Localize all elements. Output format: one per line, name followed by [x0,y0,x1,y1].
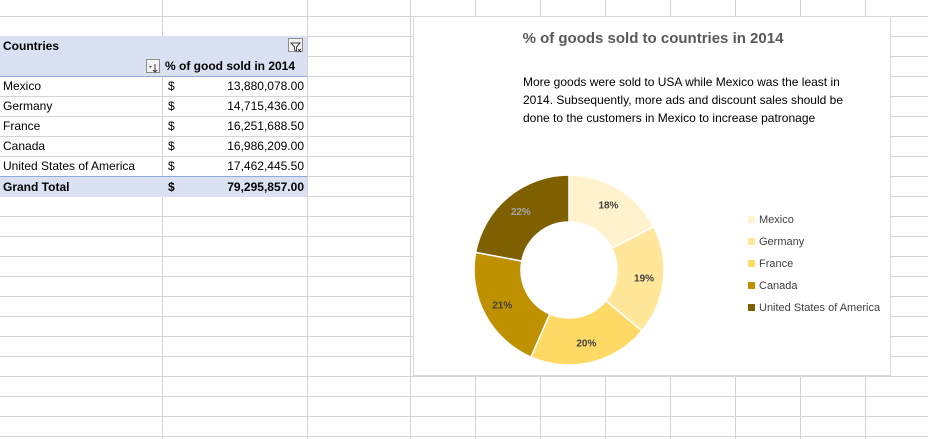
legend-swatch [748,238,755,245]
donut-slice[interactable] [529,299,644,366]
grand-total-value: 79,295,857.00 [227,180,304,194]
donut-chart[interactable]: 18% 19% 20% 21% 22% % of goods sold to count… [413,16,891,376]
slice-data-label: 20% [576,338,596,349]
country-label: Mexico [3,79,42,93]
legend-label: Mexico [759,214,794,226]
filter-icon[interactable] [288,38,303,53]
currency-symbol: $ [168,159,175,173]
slice-data-label: 18% [598,201,618,212]
country-label: Germany [3,99,53,113]
goods-value: 14,715,436.00 [227,99,304,113]
country-label: United States of America [3,159,136,173]
currency-symbol: $ [168,99,175,113]
legend-swatch [748,260,755,267]
country-label: Canada [3,139,46,153]
goods-value: 16,251,688.50 [227,119,304,133]
slice-data-label: 22% [511,207,531,218]
pivot-value-header: % of good sold in 2014 [165,59,296,73]
sort-descending-icon[interactable] [146,59,160,73]
donut-slice[interactable] [474,174,570,262]
legend-label: France [759,258,794,270]
slice-data-label: 19% [634,273,654,284]
pivot-row-label-header: Countries [3,39,60,53]
pivot-data-row[interactable]: Germany $14,715,436.00 [0,96,307,116]
goods-value: 16,986,209.00 [227,139,304,153]
currency-symbol: $ [168,180,175,194]
legend-label: Germany [759,236,805,248]
legend-swatch [748,304,755,311]
country-label: France [3,119,41,133]
pivot-data-row[interactable]: United States of America $17,462,445.50 [0,156,307,176]
pivot-grand-total-row[interactable]: Grand Total $ 79,295,857.00 [0,176,307,197]
pivot-data-row[interactable]: Canada $16,986,209.00 [0,136,307,156]
pivot-value-header-row: % of good sold in 2014 [0,56,307,77]
currency-symbol: $ [168,139,175,153]
goods-value: 13,880,078.00 [227,79,304,93]
pivot-header-row: Countries [0,36,307,57]
legend-swatch [748,282,755,289]
chart-title: % of goods sold to countries in 2014 [522,30,784,47]
pivot-data-row[interactable]: France $16,251,688.50 [0,116,307,136]
goods-value: 17,462,445.50 [227,159,304,173]
pivot-data-row[interactable]: Mexico $13,880,078.00 [0,76,307,96]
donut-plot: 18% 19% 20% 21% 22% [473,174,665,366]
chart-annotation-text: More goods were sold to USA while Mexico… [523,75,843,125]
slice-data-label: 21% [492,300,512,311]
currency-symbol: $ [168,119,175,133]
legend-label: United States of America [759,302,881,314]
grand-total-label: Grand Total [3,180,70,194]
legend-swatch [748,216,755,223]
legend-label: Canada [759,280,798,292]
currency-symbol: $ [168,79,175,93]
